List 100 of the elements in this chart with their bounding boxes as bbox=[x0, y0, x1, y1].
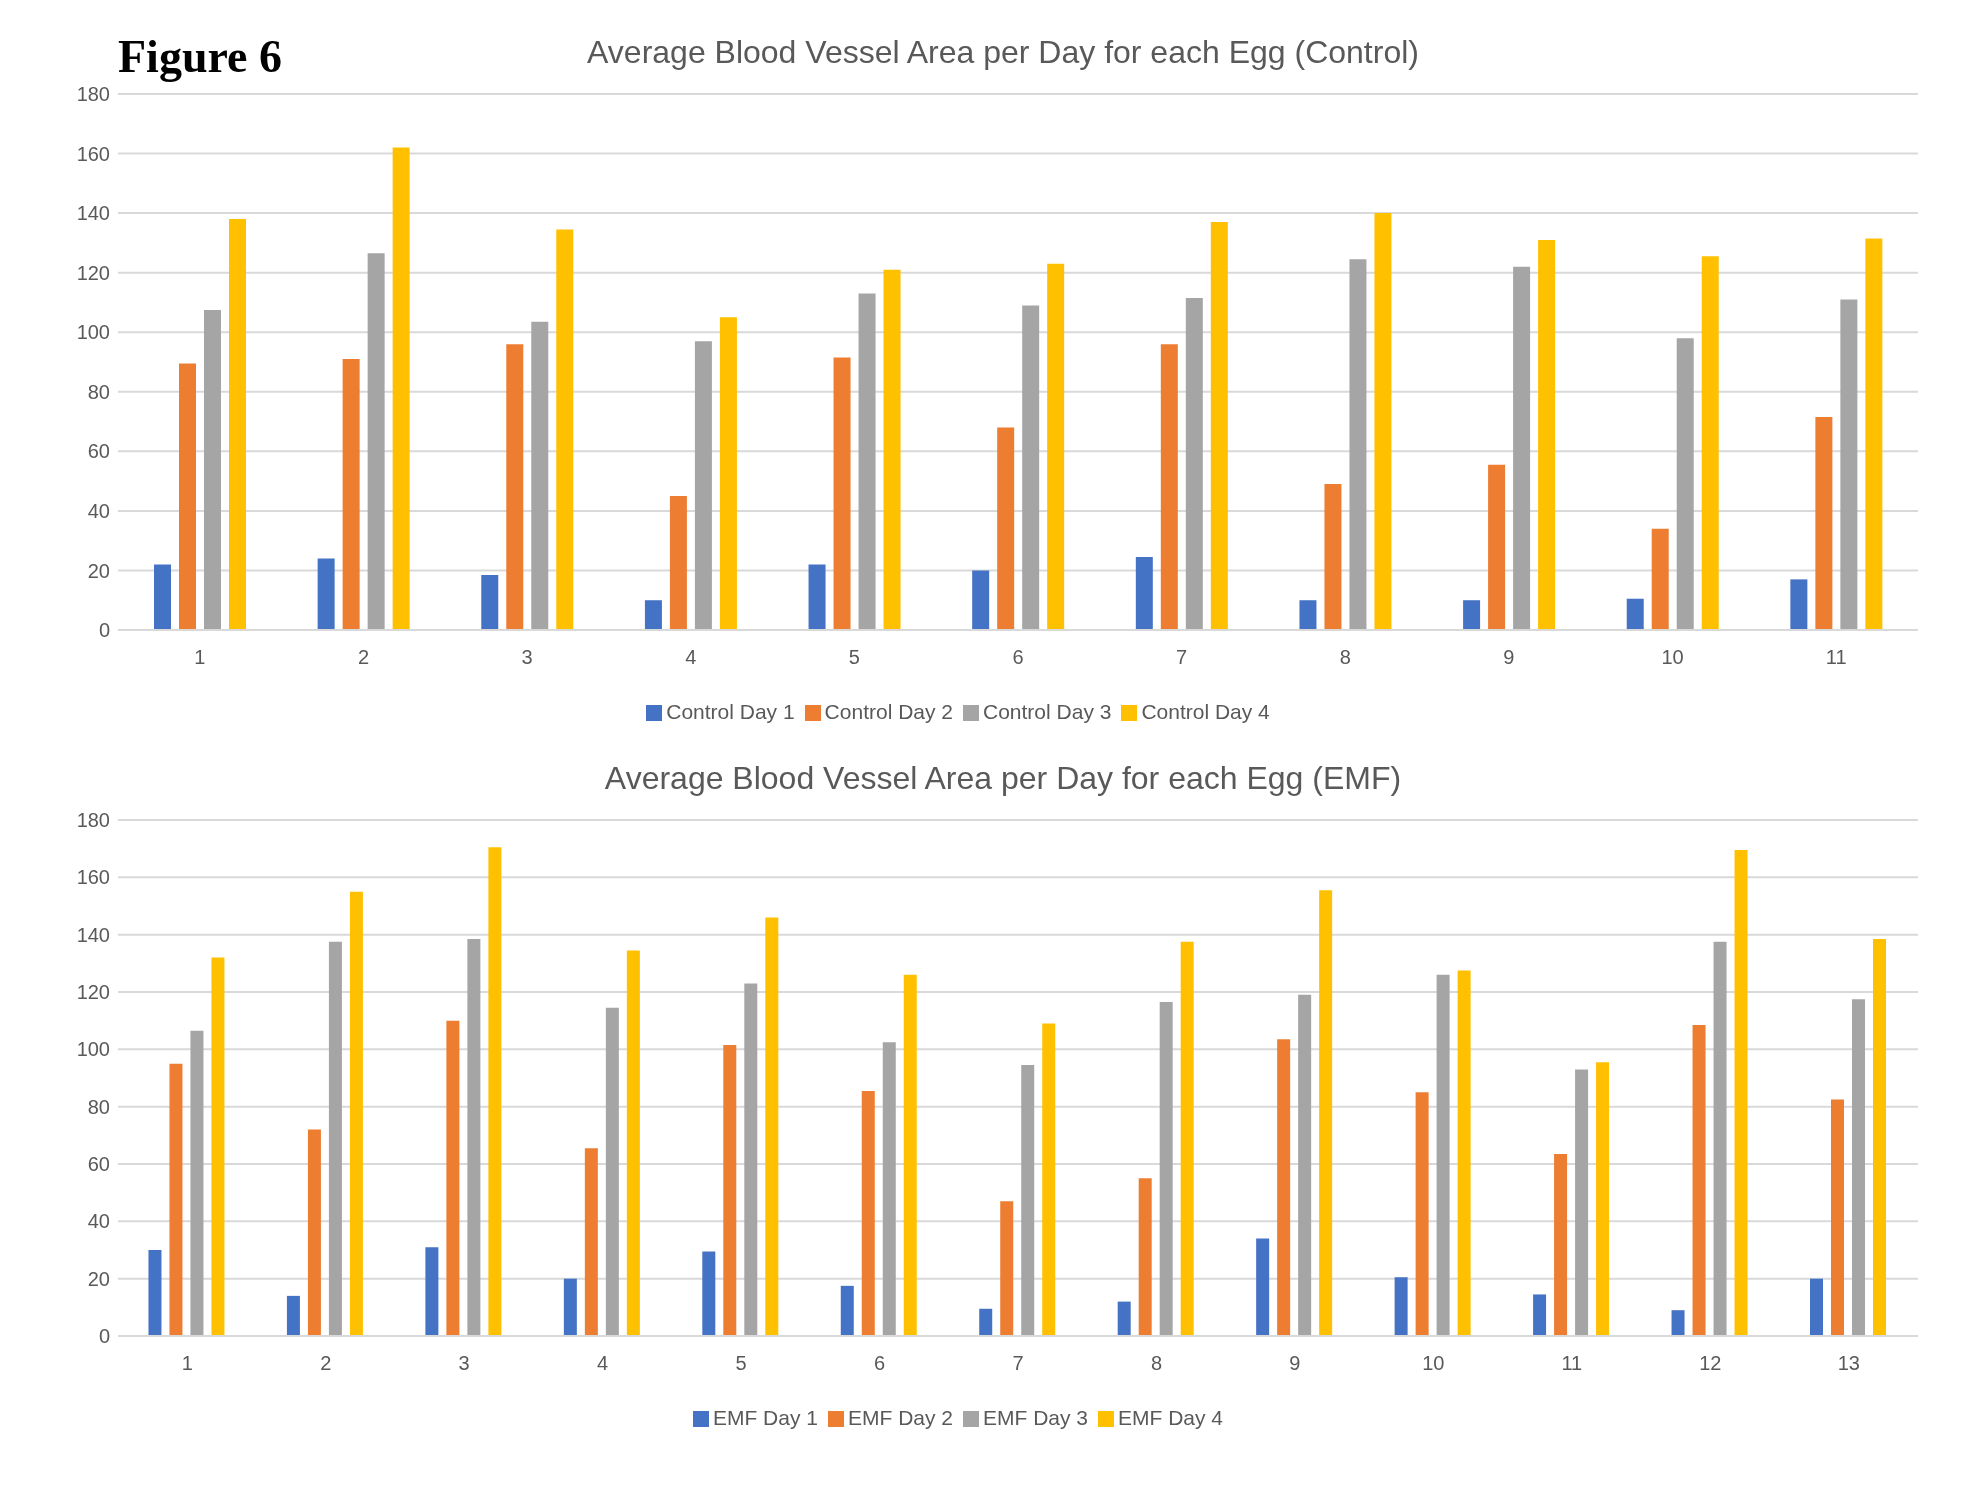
bar bbox=[367, 253, 385, 630]
legend-label: EMF Day 1 bbox=[712, 1406, 818, 1429]
bar bbox=[148, 1250, 162, 1336]
bar bbox=[1374, 213, 1392, 630]
legend-label: EMF Day 2 bbox=[847, 1406, 953, 1429]
bar bbox=[204, 309, 221, 630]
bar bbox=[1457, 970, 1471, 1336]
bar bbox=[211, 957, 225, 1336]
y-tick-label: 120 bbox=[76, 261, 110, 284]
bar bbox=[626, 950, 640, 1336]
chart-title: Average Blood Vessel Area per Day for each Egg (Control) bbox=[587, 34, 1419, 70]
caption: Figure 6 bbox=[118, 30, 282, 83]
bar bbox=[1513, 266, 1531, 630]
bar bbox=[1160, 344, 1178, 630]
bar bbox=[1840, 299, 1858, 630]
bar bbox=[723, 1045, 737, 1336]
bar bbox=[833, 357, 851, 630]
y-tick-label: 160 bbox=[76, 142, 110, 165]
x-tick-label: 13 bbox=[1837, 1352, 1860, 1375]
bar bbox=[744, 983, 758, 1336]
bar bbox=[1865, 238, 1883, 630]
x-tick-label: 4 bbox=[597, 1352, 609, 1375]
bar bbox=[903, 974, 917, 1336]
bar bbox=[584, 1148, 598, 1336]
bar bbox=[286, 1295, 300, 1336]
bar bbox=[1138, 1178, 1152, 1336]
bar bbox=[1671, 1310, 1685, 1336]
x-tick-label: 9 bbox=[1503, 646, 1515, 669]
x-tick-label: 7 bbox=[1176, 646, 1188, 669]
bar bbox=[1734, 850, 1748, 1336]
bar bbox=[1596, 1062, 1610, 1336]
bar bbox=[840, 1285, 854, 1336]
y-tick-label: 80 bbox=[87, 1095, 110, 1118]
bar bbox=[179, 363, 196, 630]
bar bbox=[694, 341, 712, 630]
bar bbox=[1117, 1301, 1131, 1336]
bar bbox=[1651, 528, 1669, 630]
bar bbox=[154, 564, 171, 630]
bar bbox=[861, 1090, 875, 1336]
y-tick-label: 0 bbox=[98, 1325, 110, 1348]
bar bbox=[190, 1030, 204, 1336]
bar bbox=[1554, 1153, 1568, 1336]
bar bbox=[1319, 890, 1333, 1336]
x-tick-label: 6 bbox=[873, 1352, 886, 1375]
bar bbox=[702, 1251, 716, 1336]
bar bbox=[1463, 600, 1481, 630]
bar bbox=[719, 317, 737, 630]
bar bbox=[1299, 600, 1317, 630]
y-tick-label: 180 bbox=[76, 83, 110, 106]
bar bbox=[1713, 941, 1727, 1336]
y-tick-label: 40 bbox=[87, 1210, 110, 1233]
x-tick-label: 1 bbox=[194, 646, 206, 669]
x-tick-label: 4 bbox=[685, 646, 697, 669]
bar bbox=[1256, 1238, 1270, 1336]
bar bbox=[1394, 1277, 1408, 1336]
bar bbox=[765, 917, 779, 1336]
bar bbox=[1042, 1023, 1056, 1336]
x-tick-label: 9 bbox=[1289, 1352, 1301, 1375]
bar bbox=[1538, 239, 1556, 630]
x-tick-label: 11 bbox=[1825, 646, 1847, 669]
y-tick-label: 60 bbox=[87, 440, 110, 463]
bar bbox=[328, 941, 342, 1336]
x-tick-label: 5 bbox=[735, 1352, 747, 1375]
bar bbox=[644, 600, 662, 630]
bar bbox=[1022, 305, 1040, 630]
bar bbox=[1298, 994, 1312, 1336]
x-tick-label: 2 bbox=[320, 1352, 332, 1375]
chart-title: Average Blood Vessel Area per Day for each Egg (EMF) bbox=[603, 759, 1403, 798]
bar bbox=[317, 558, 335, 630]
bar bbox=[1185, 297, 1203, 630]
legend-label: Control Day 3 bbox=[983, 700, 1112, 723]
bar bbox=[1701, 256, 1719, 630]
x-tick-label: 7 bbox=[1012, 1352, 1024, 1375]
bar bbox=[563, 1278, 577, 1336]
bar bbox=[1815, 417, 1833, 630]
bar bbox=[169, 1063, 183, 1336]
bar bbox=[1159, 1002, 1173, 1336]
bar bbox=[1210, 222, 1228, 630]
y-tick-label: 180 bbox=[76, 809, 110, 832]
bar bbox=[972, 570, 990, 630]
bar bbox=[488, 847, 502, 1336]
bar bbox=[1135, 557, 1153, 630]
y-tick-label: 0 bbox=[98, 619, 110, 642]
bar bbox=[425, 1247, 439, 1336]
bar bbox=[1021, 1065, 1035, 1336]
legend-label: Control Day 1 bbox=[666, 700, 795, 723]
y-tick-label: 140 bbox=[76, 202, 110, 225]
x-tick-label: 8 bbox=[1339, 646, 1351, 669]
x-tick-label: 11 bbox=[1561, 1352, 1583, 1375]
bar bbox=[1277, 1039, 1291, 1336]
bar bbox=[1676, 338, 1694, 630]
bar bbox=[1852, 999, 1865, 1336]
legend-label: Control Day 2 bbox=[824, 700, 953, 723]
legend-label: Control Day 4 bbox=[1141, 700, 1270, 723]
bar bbox=[858, 293, 876, 630]
y-tick-label: 100 bbox=[76, 1038, 110, 1061]
y-tick-label: 40 bbox=[87, 499, 110, 522]
x-tick-label: 2 bbox=[357, 646, 370, 669]
bar bbox=[883, 269, 901, 630]
bar bbox=[997, 427, 1015, 630]
